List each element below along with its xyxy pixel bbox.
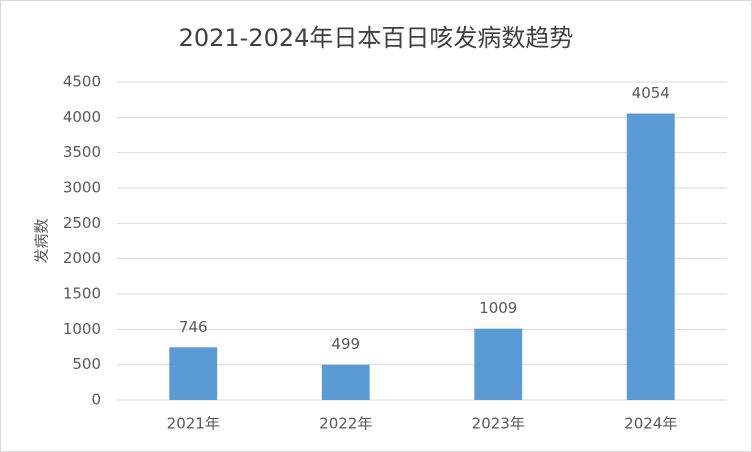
bar — [169, 347, 218, 400]
y-tick-label: 1000 — [63, 320, 101, 338]
x-tick-label: 2023年 — [472, 415, 525, 433]
y-tick-label: 500 — [72, 355, 101, 373]
bar — [626, 113, 675, 400]
bar — [321, 364, 370, 400]
data-label: 746 — [179, 318, 208, 336]
y-tick-label: 2000 — [63, 249, 101, 267]
x-tick-label: 2022年 — [319, 415, 372, 433]
bar — [474, 328, 523, 400]
data-label: 4054 — [632, 84, 670, 102]
y-tick-label: 3500 — [63, 143, 101, 161]
y-tick-label: 4000 — [63, 108, 101, 126]
y-tick-label: 1500 — [63, 285, 101, 303]
y-tick-label: 2500 — [63, 214, 101, 232]
data-label: 499 — [331, 335, 360, 353]
y-tick-label: 0 — [91, 391, 101, 409]
y-axis-label: 发病数 — [33, 218, 51, 263]
chart-title: 2021-2024年日本百日咳发病数趋势 — [179, 24, 574, 52]
x-tick-label: 2021年 — [167, 415, 220, 433]
y-tick-label: 4500 — [63, 73, 101, 91]
y-tick-label: 3000 — [63, 179, 101, 197]
data-label: 1009 — [479, 299, 517, 317]
x-tick-label: 2024年 — [624, 415, 677, 433]
